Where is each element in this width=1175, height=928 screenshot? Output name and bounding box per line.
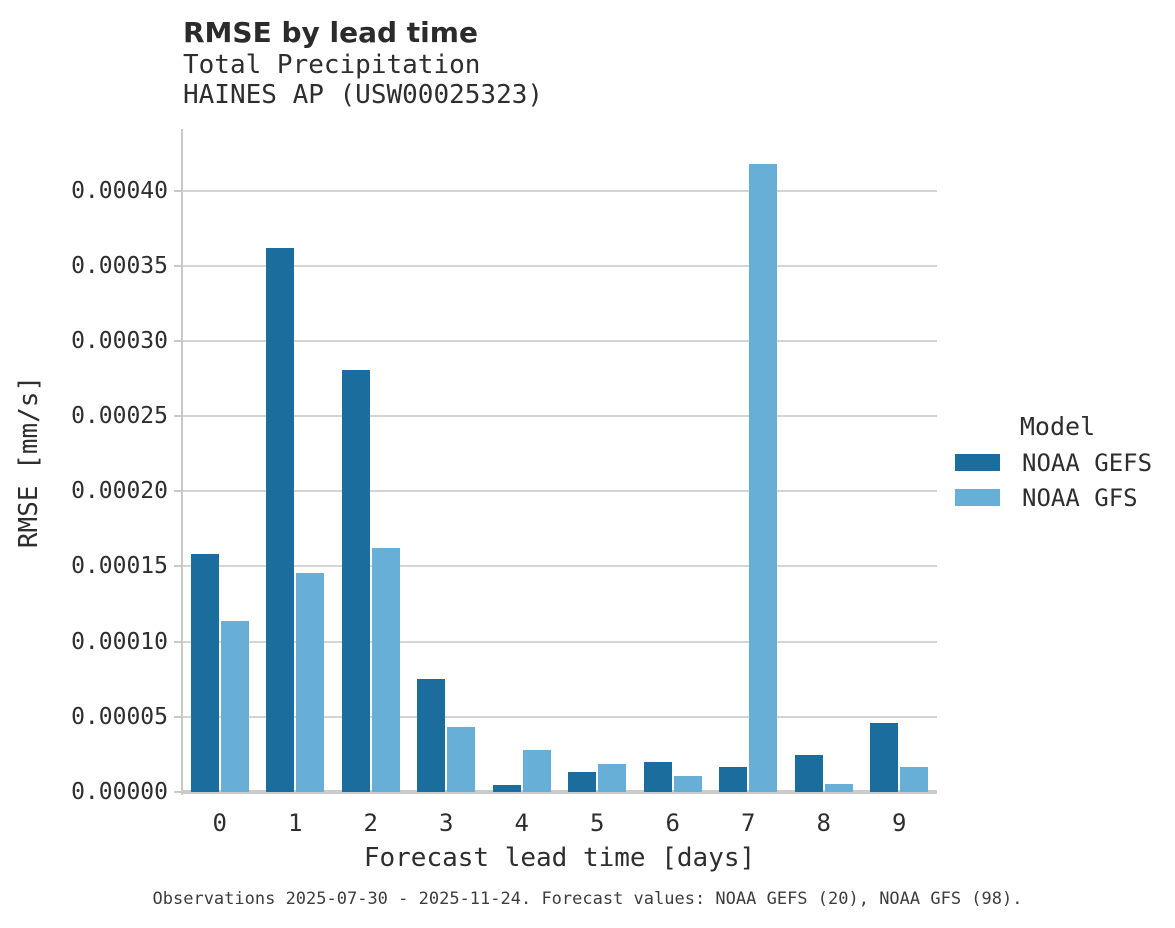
y-tick-mark — [174, 565, 182, 568]
y-axis-title: RMSE [mm/s] — [14, 375, 44, 549]
y-tick-label: 0.00005 — [71, 703, 168, 730]
bar-noaa-gefs-day-1 — [266, 248, 294, 792]
bar-noaa-gfs-day-6 — [674, 776, 702, 792]
bar-noaa-gefs-day-4 — [493, 785, 521, 792]
legend-title: Model — [1019, 412, 1096, 441]
chart-subtitle-station: HAINES AP (USW00025323) — [183, 80, 544, 110]
bar-noaa-gfs-day-8 — [825, 784, 853, 792]
y-tick-mark — [174, 640, 182, 643]
x-tick-label: 3 — [439, 809, 454, 837]
x-tick-label: 9 — [892, 809, 907, 837]
y-tick-label: 0.00000 — [71, 779, 168, 805]
gridline — [182, 640, 937, 643]
y-tick-label: 0.00035 — [71, 252, 168, 279]
bar-noaa-gfs-day-3 — [447, 727, 475, 792]
x-tick-label: 2 — [363, 809, 378, 837]
y-tick-mark — [174, 415, 182, 418]
y-tick-mark — [174, 791, 182, 793]
x-axis-line — [182, 790, 937, 794]
bar-noaa-gefs-day-0 — [191, 554, 219, 792]
bar-noaa-gfs-day-2 — [372, 548, 400, 792]
y-tick-label: 0.00020 — [71, 478, 168, 505]
x-tick-label: 0 — [212, 809, 227, 837]
bar-noaa-gefs-day-5 — [568, 772, 596, 792]
bar-noaa-gefs-day-2 — [342, 370, 370, 792]
x-tick-label: 6 — [665, 809, 680, 837]
x-tick-label: 5 — [590, 809, 605, 837]
y-tick-mark — [174, 339, 182, 342]
y-tick-mark — [174, 264, 182, 267]
bar-noaa-gefs-day-8 — [795, 755, 823, 792]
y-tick-label: 0.00025 — [71, 403, 168, 430]
figure-caption: Observations 2025-07-30 - 2025-11-24. Fo… — [152, 889, 1023, 909]
bar-noaa-gfs-day-5 — [598, 764, 626, 792]
gridline — [182, 339, 937, 342]
legend-swatch-noaa-gfs — [955, 489, 1000, 506]
bar-noaa-gefs-day-3 — [417, 679, 445, 792]
gridline — [182, 415, 937, 418]
bar-noaa-gfs-day-1 — [296, 573, 324, 792]
y-axis-spine — [181, 129, 183, 795]
x-tick-label: 4 — [514, 809, 529, 837]
bar-noaa-gefs-day-6 — [644, 762, 672, 792]
x-tick-label: 7 — [741, 809, 756, 837]
bar-noaa-gfs-day-9 — [900, 767, 928, 792]
legend-swatch-noaa-gefs — [955, 454, 1000, 471]
bar-noaa-gfs-day-0 — [221, 621, 249, 792]
y-tick-label: 0.00030 — [71, 327, 168, 354]
bar-noaa-gefs-day-7 — [719, 767, 747, 792]
gridline — [182, 264, 937, 267]
gridline — [182, 565, 937, 568]
chart-subtitle-variable: Total Precipitation — [183, 50, 481, 80]
gridline — [182, 490, 937, 493]
legend-label-noaa-gefs: NOAA GEFS — [1022, 449, 1153, 477]
legend-label-noaa-gfs: NOAA GFS — [1022, 484, 1138, 512]
bar-noaa-gfs-day-4 — [523, 750, 551, 792]
y-tick-mark — [174, 189, 182, 192]
y-tick-mark — [174, 715, 182, 718]
chart-title: RMSE by lead time — [183, 16, 478, 49]
gridline — [182, 189, 937, 192]
y-tick-label: 0.00010 — [71, 628, 168, 655]
y-tick-label: 0.00040 — [71, 177, 168, 204]
x-axis-title: Forecast lead time [days] — [363, 843, 756, 873]
y-tick-mark — [174, 490, 182, 493]
x-tick-label: 1 — [288, 809, 303, 837]
bar-noaa-gefs-day-9 — [870, 723, 898, 792]
bar-noaa-gfs-day-7 — [749, 164, 777, 792]
gridline — [182, 715, 937, 718]
x-tick-label: 8 — [816, 809, 831, 837]
y-tick-label: 0.00015 — [71, 553, 168, 580]
